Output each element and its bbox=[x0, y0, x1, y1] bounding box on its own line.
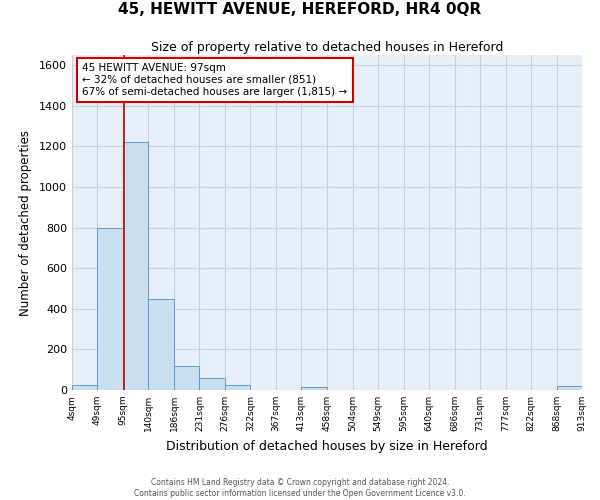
Bar bbox=[72, 385, 97, 390]
Text: Contains HM Land Registry data © Crown copyright and database right 2024.
Contai: Contains HM Land Registry data © Crown c… bbox=[134, 478, 466, 498]
Bar bbox=[174, 366, 199, 390]
Bar bbox=[224, 385, 250, 390]
Bar bbox=[97, 228, 123, 390]
Text: 45 HEWITT AVENUE: 97sqm
← 32% of detached houses are smaller (851)
67% of semi-d: 45 HEWITT AVENUE: 97sqm ← 32% of detache… bbox=[82, 64, 347, 96]
Bar bbox=[557, 386, 582, 390]
Text: 45, HEWITT AVENUE, HEREFORD, HR4 0QR: 45, HEWITT AVENUE, HEREFORD, HR4 0QR bbox=[118, 2, 482, 18]
Y-axis label: Number of detached properties: Number of detached properties bbox=[19, 130, 32, 316]
Bar bbox=[148, 298, 174, 390]
Bar bbox=[123, 142, 148, 390]
X-axis label: Distribution of detached houses by size in Hereford: Distribution of detached houses by size … bbox=[166, 440, 488, 452]
Title: Size of property relative to detached houses in Hereford: Size of property relative to detached ho… bbox=[151, 41, 503, 54]
Bar bbox=[199, 378, 224, 390]
Bar bbox=[301, 387, 327, 390]
